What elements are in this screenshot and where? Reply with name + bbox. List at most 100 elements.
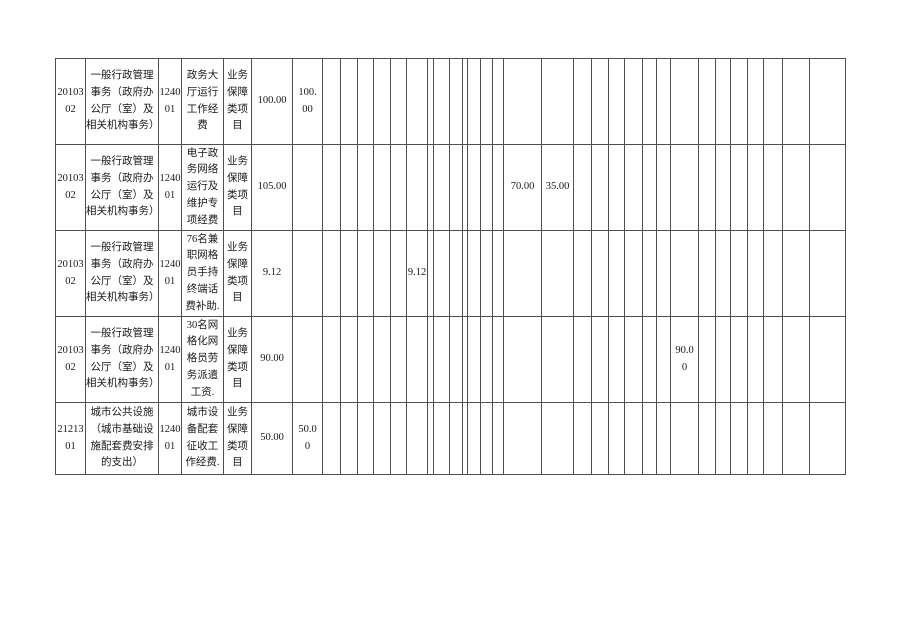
empty-cell	[747, 316, 764, 403]
empty-cell	[541, 58, 574, 145]
empty-cell	[322, 316, 341, 403]
project-name-cell: 30名网格化网格员劳务派遣工资.	[181, 316, 224, 403]
empty-cell	[433, 230, 450, 317]
empty-cell	[449, 230, 463, 317]
empty-cell	[591, 230, 609, 317]
empty-cell	[541, 316, 574, 403]
empty-cell	[390, 144, 407, 231]
function-name-cell: 一般行政管理事务（政府办公厅（室）及相关机构事务）	[85, 144, 160, 231]
unit-code-cell: 1240 01	[158, 144, 182, 231]
empty-cell	[449, 58, 463, 145]
empty-cell	[782, 316, 810, 403]
empty-cell	[670, 402, 699, 475]
empty-cell	[373, 402, 391, 475]
empty-cell	[340, 402, 358, 475]
empty-cell	[322, 144, 341, 231]
empty-cell	[449, 402, 463, 475]
empty-cell	[467, 316, 481, 403]
empty-cell	[322, 58, 341, 145]
empty-cell	[480, 230, 493, 317]
empty-cell	[642, 230, 657, 317]
project-category-cell: 业务保障类项目	[223, 230, 252, 317]
empty-cell	[449, 144, 463, 231]
empty-cell	[480, 58, 493, 145]
empty-cell	[433, 402, 450, 475]
empty-cell	[390, 230, 407, 317]
empty-cell	[608, 230, 625, 317]
empty-cell	[541, 230, 574, 317]
empty-cell	[340, 58, 358, 145]
empty-cell	[390, 316, 407, 403]
empty-cell	[608, 402, 625, 475]
amount-cell: 9.12	[406, 230, 428, 317]
empty-cell	[656, 402, 671, 475]
empty-cell	[670, 230, 699, 317]
empty-cell	[492, 402, 504, 475]
total-amount-cell: 105.00	[251, 144, 293, 231]
empty-cell	[715, 316, 731, 403]
empty-cell	[670, 144, 699, 231]
empty-cell	[624, 402, 643, 475]
empty-cell	[591, 402, 609, 475]
function-code-cell: 20103 02	[55, 316, 86, 403]
empty-cell	[624, 316, 643, 403]
empty-cell	[357, 230, 374, 317]
amount-cell: 90.0 0	[670, 316, 699, 403]
amount-cell: 70.00	[503, 144, 542, 231]
empty-cell	[642, 402, 657, 475]
empty-cell	[763, 402, 783, 475]
empty-cell	[492, 58, 504, 145]
empty-cell	[573, 402, 592, 475]
total-amount-cell: 90.00	[251, 316, 293, 403]
total-amount-cell: 50.00	[251, 402, 293, 475]
empty-cell	[747, 58, 764, 145]
function-name-cell: 城市公共设施（城市基础设施配套费安排的支出）	[85, 402, 159, 475]
empty-cell	[656, 144, 671, 231]
empty-cell	[809, 316, 846, 403]
empty-cell	[467, 144, 481, 231]
empty-cell	[503, 230, 542, 317]
empty-cell	[322, 402, 341, 475]
unit-code-cell: 1240 01	[158, 230, 182, 317]
function-code-cell: 20103 02	[55, 144, 86, 231]
empty-cell	[782, 58, 810, 145]
empty-cell	[747, 144, 764, 231]
amount-cell: 35.00	[541, 144, 574, 231]
budget-table-body: 20103 02 一般行政管理事务（政府办公厅（室）及相关机构事务） 1240 01…	[55, 58, 846, 475]
empty-cell	[782, 402, 810, 475]
table-row: 20103 02 一般行政管理事务（政府办公厅（室）及相关机构事务） 1240 01…	[55, 144, 846, 231]
total-amount-cell: 100.00	[251, 58, 293, 145]
empty-cell	[730, 316, 748, 403]
empty-cell	[492, 316, 504, 403]
empty-cell	[492, 230, 504, 317]
empty-cell	[624, 144, 643, 231]
project-category-cell: 业务保障类项目	[223, 316, 252, 403]
empty-cell	[715, 402, 731, 475]
empty-cell	[541, 402, 574, 475]
empty-cell	[340, 316, 358, 403]
budget-table: 20103 02 一般行政管理事务（政府办公厅（室）及相关机构事务） 1240 01…	[55, 58, 846, 475]
project-category-cell: 业务保障类项目	[223, 144, 252, 231]
empty-cell	[467, 58, 481, 145]
unit-code-cell: 1240 01	[158, 58, 182, 145]
empty-cell	[763, 58, 783, 145]
empty-cell	[480, 144, 493, 231]
empty-cell	[573, 58, 592, 145]
table-row: 20103 02 一般行政管理事务（政府办公厅（室）及相关机构事务） 1240 01…	[55, 230, 846, 317]
empty-cell	[390, 402, 407, 475]
empty-cell	[763, 144, 783, 231]
empty-cell	[698, 58, 716, 145]
project-name-cell: 城市设备配套征收工作经费.	[181, 402, 224, 475]
empty-cell	[373, 58, 391, 145]
empty-cell	[467, 402, 481, 475]
empty-cell	[715, 58, 731, 145]
empty-cell	[591, 144, 609, 231]
empty-cell	[782, 144, 810, 231]
empty-cell	[730, 230, 748, 317]
empty-cell	[608, 316, 625, 403]
empty-cell	[698, 144, 716, 231]
empty-cell	[608, 144, 625, 231]
empty-cell	[406, 316, 428, 403]
empty-cell	[747, 230, 764, 317]
